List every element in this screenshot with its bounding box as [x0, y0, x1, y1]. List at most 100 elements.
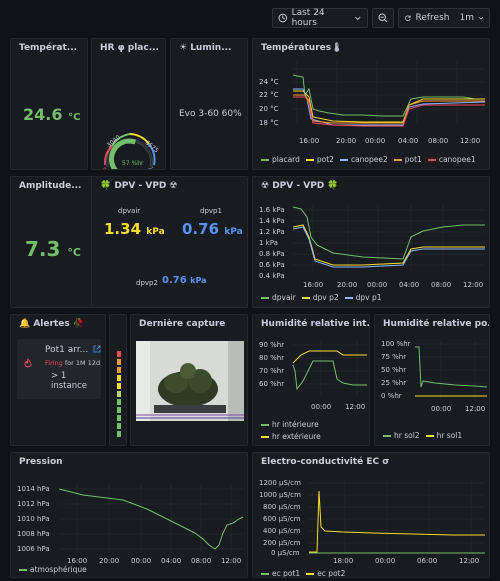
legend-item[interactable]: ec pot1 [261, 569, 300, 577]
y-tick: 0 µS/cm [271, 549, 300, 557]
chevron-down-icon [478, 16, 484, 20]
x-tick: 12:00 [460, 137, 480, 145]
x-tick: 06:00 [417, 557, 437, 565]
vertical-bar-gauge-panel[interactable] [109, 314, 127, 446]
series-line-ec-pot2 [309, 490, 485, 553]
panel-title: Electro-conductivité EC σ [261, 457, 390, 467]
x-tick: 16:00 [67, 557, 87, 565]
humidity-interior-chart: 90 %hr 80 %hr 70 %hr 60 %hr 00:00 12:00 [259, 341, 367, 411]
y-tick: 1200 µS/cm [259, 479, 301, 487]
legend-item[interactable]: hr extérieure [261, 431, 321, 443]
legend-item[interactable]: pot2 [305, 155, 334, 164]
y-tick: 1.6 kPa [259, 206, 285, 214]
amplitude-value: 7.3 °C [25, 237, 81, 261]
legend-item[interactable]: atmosphérique [19, 565, 87, 574]
camera-capture-image[interactable] [136, 341, 244, 421]
ec-chart-panel[interactable]: Electro-conductivité EC σ 1200 µS/cm 100… [252, 452, 490, 578]
refresh-interval[interactable]: 1m [459, 13, 475, 23]
pressure-chart-panel[interactable]: Pression 1014 hPa 1012 hPa 1010 hPa 1008… [10, 452, 248, 578]
humidity-pot-chart: 100 %hr 75 %hr 50 %hr 25 %hr 0 %hr 00:00… [381, 340, 488, 413]
top-toolbar: Last 24 hours Refresh 1m [0, 0, 500, 36]
alert-name[interactable]: Pot1 arr... [45, 345, 89, 355]
x-tick: 20:00 [337, 281, 357, 289]
legend-item[interactable]: canopee2 [339, 155, 388, 164]
dpv-chart-panel[interactable]: ☢ DPV - VPD 🍀 1.6 kPa 1.4 kPa 1.2 kPa 1 … [252, 176, 490, 308]
dpvair-label: dpvair [118, 207, 141, 215]
zoom-out-button[interactable] [372, 8, 394, 28]
x-tick: 18:00 [333, 557, 353, 565]
x-tick: 16:00 [299, 137, 319, 145]
y-tick: 50 %hr [381, 366, 406, 374]
dpvp1-value: 0.76 kPa [182, 220, 243, 238]
y-tick: 1010 hPa [17, 515, 50, 523]
legend-item[interactable]: dpvair [261, 293, 296, 302]
panel-title: Humidité relative po... [383, 319, 490, 329]
y-tick: 1.4 kPa [259, 217, 285, 225]
legend-item[interactable]: hr sol1 [425, 431, 462, 440]
legend-item[interactable]: ec pot2 [306, 569, 345, 577]
humidity-gauge-panel[interactable]: HR φ plac... 0 3040 6575 100 57 %hr [91, 38, 166, 170]
temperature-value: 24.6 °C [23, 105, 81, 124]
dpvair-value: 1.34 kPa [104, 220, 165, 238]
external-link-icon[interactable] [93, 345, 101, 353]
humidity-interior-legend: hr intérieure hr extérieure [261, 419, 321, 443]
luminosity-stat-panel[interactable]: ☀ Lumin... Evo 3-60 60% [170, 38, 248, 170]
y-tick: 0.4 kPa [259, 272, 285, 280]
temperatures-legend: placard pot2 canopee2 pot1 canopee1 [261, 155, 476, 164]
refresh-button[interactable]: Refresh 1m [398, 8, 490, 28]
y-tick: 20 °C [259, 105, 279, 113]
x-tick: 08:00 [191, 557, 211, 565]
y-tick: 1 kPa [259, 239, 278, 247]
panel-title: HR φ plac... [100, 43, 159, 53]
y-tick: 800 µS/cm [263, 503, 301, 511]
legend-item[interactable]: hr intérieure [261, 419, 321, 431]
dpv-stat-panel[interactable]: 🍀 DPV - VPD ☢ dpvair 1.34 kPa dpvp1 0.76… [91, 176, 248, 308]
alerts-panel[interactable]: 🔔 Alertes 🥀 Pot1 arr... Firing for 1M 12… [10, 314, 106, 446]
humidity-interior-chart-panel[interactable]: Humidité relative int... 90 %hr 80 %hr 7… [252, 314, 370, 446]
time-range-picker[interactable]: Last 24 hours [272, 8, 368, 28]
humidity-pot-chart-panel[interactable]: Humidité relative po... 100 %hr 75 %hr 5… [374, 314, 490, 446]
legend-item[interactable]: dpv p1 [344, 293, 382, 302]
y-tick: 90 %hr [259, 341, 284, 349]
x-tick: 08:00 [428, 137, 448, 145]
chevron-down-icon [355, 16, 361, 21]
legend-item[interactable]: dpv p2 [301, 293, 339, 302]
x-tick: 16:00 [303, 281, 323, 289]
y-tick: 200 µS/cm [263, 539, 301, 547]
x-tick: 12:00 [459, 557, 479, 565]
legend-item[interactable]: pot1 [393, 155, 422, 164]
gauge-value: 57 %hr [122, 160, 144, 167]
y-tick: 22 °C [259, 91, 279, 99]
temperatures-chart: 24 °C 22 °C 20 °C 18 °C 16:00 20:00 00:0… [259, 59, 486, 145]
x-tick: 00:00 [131, 557, 151, 565]
humidity-pot-legend: hr sol2 hr sol1 [383, 431, 462, 440]
time-range-label: Last 24 hours [291, 8, 325, 28]
y-tick: 75 %hr [381, 353, 406, 361]
temperature-stat-panel[interactable]: Températ... 24.6 °C [10, 38, 88, 170]
x-tick: 00:00 [431, 405, 451, 413]
x-tick: 20:00 [99, 557, 119, 565]
refresh-icon [405, 15, 411, 21]
series-line-placard [292, 74, 485, 117]
legend-item[interactable]: canopee1 [427, 155, 476, 164]
gauge-fill-arc [109, 138, 137, 169]
x-tick: 04:00 [399, 281, 419, 289]
y-tick: 1008 hPa [17, 530, 50, 538]
y-tick: 18 °C [259, 119, 279, 127]
y-tick: 1006 hPa [17, 545, 50, 553]
luminosity-value: Evo 3-60 60% [179, 109, 242, 119]
legend-item[interactable]: hr sol2 [383, 431, 420, 440]
x-tick: 12:00 [345, 403, 365, 411]
legend-item[interactable]: placard [261, 155, 300, 164]
alert-instances[interactable]: > 1 instance [51, 371, 88, 391]
series-line-canopee1 [293, 96, 485, 127]
last-capture-panel[interactable]: Dernière capture [130, 314, 248, 446]
alert-item[interactable]: Pot1 arr... Firing for 1M 12d > 1 instan… [17, 339, 101, 399]
x-tick: 08:00 [431, 281, 451, 289]
y-tick: 400 µS/cm [263, 527, 301, 535]
amplitude-stat-panel[interactable]: Amplitude... 7.3 °C [10, 176, 102, 308]
x-tick: 00:00 [375, 557, 395, 565]
panel-title: Températures🌡 [261, 43, 343, 53]
temperatures-chart-panel[interactable]: Températures🌡 24 °C 22 °C 20 °C 18 °C 16… [252, 38, 490, 170]
x-tick: 12:00 [465, 405, 485, 413]
